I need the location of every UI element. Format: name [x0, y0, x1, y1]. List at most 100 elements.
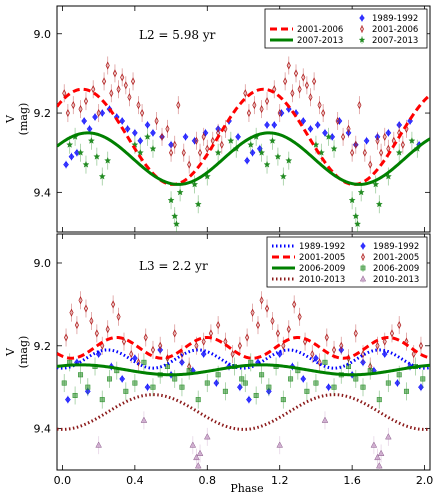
data-point — [304, 81, 309, 90]
data-point — [246, 396, 252, 404]
data-point — [293, 69, 299, 78]
data-point — [264, 304, 270, 313]
data-point — [172, 376, 178, 382]
data-point — [165, 124, 170, 134]
data-point — [283, 77, 288, 86]
data-point — [317, 358, 322, 367]
data-point — [274, 153, 282, 160]
data-point — [411, 349, 416, 359]
data-point — [205, 144, 210, 153]
data-point — [250, 308, 255, 317]
data-point — [239, 376, 245, 382]
data-point — [216, 320, 221, 330]
data-point — [292, 300, 297, 309]
data-point — [193, 453, 200, 461]
data-point — [285, 157, 293, 164]
data-point — [159, 132, 165, 141]
legend-label: 2001-2005 — [299, 253, 345, 263]
data-point — [123, 388, 129, 394]
data-point — [375, 136, 380, 145]
data-point — [300, 117, 307, 125]
data-point — [271, 121, 278, 129]
data-point — [382, 132, 387, 141]
data-point — [157, 346, 164, 354]
data-point — [331, 384, 337, 390]
data-point — [200, 350, 207, 358]
legend: 1989-19922001-20052006-20092010-20131989… — [266, 236, 428, 288]
data-point — [154, 116, 159, 126]
y-tick-label: 9.2 — [34, 107, 52, 120]
data-point — [245, 333, 250, 342]
data-point — [116, 312, 121, 321]
data-point — [264, 97, 270, 106]
data-point — [363, 137, 370, 145]
data-point — [176, 188, 184, 196]
legend-label: 2007-2013 — [297, 36, 343, 46]
legend-label: 2006-2009 — [299, 264, 345, 274]
data-point — [277, 108, 282, 118]
data-point — [396, 372, 402, 378]
data-point — [322, 359, 328, 365]
data-point — [81, 117, 88, 125]
data-point — [377, 449, 385, 456]
x-tick-label: 0.8 — [199, 474, 217, 487]
data-point — [92, 113, 98, 121]
series-2001-2006 — [62, 56, 409, 174]
data-point — [255, 320, 261, 330]
data-point — [99, 397, 105, 403]
data-point — [219, 140, 224, 149]
data-point — [144, 133, 151, 140]
legend-marker — [359, 14, 365, 22]
data-point — [346, 124, 351, 134]
data-point — [281, 341, 286, 350]
data-point — [64, 333, 69, 342]
data-point — [74, 320, 79, 330]
data-point — [83, 97, 89, 106]
data-point — [140, 416, 148, 423]
data-point — [98, 172, 106, 180]
data-point — [243, 89, 248, 98]
x-axis-label: Phase — [230, 482, 263, 495]
legend-label: 2007-2013 — [372, 36, 418, 46]
legend-marker — [360, 242, 366, 250]
data-point — [203, 433, 211, 440]
data-point — [72, 392, 78, 398]
legend-label: 2010-2013 — [373, 275, 419, 285]
data-point — [310, 349, 315, 359]
data-point — [144, 383, 151, 391]
y-tick-label: 9.4 — [34, 186, 52, 199]
data-point — [89, 316, 94, 326]
top-panel: 9.09.29.4V (mag)L2 = 5.98 yr1989-19922001… — [4, 5, 431, 233]
data-point — [385, 380, 391, 386]
data-point — [124, 125, 131, 133]
data-point — [286, 325, 291, 334]
data-point — [249, 149, 256, 157]
data-point — [236, 383, 243, 391]
data-point — [285, 105, 292, 113]
data-point — [237, 341, 242, 350]
data-point — [91, 85, 96, 94]
legend-label: 2010-2013 — [299, 275, 345, 285]
data-point — [129, 349, 134, 359]
data-point — [120, 73, 125, 82]
data-point — [107, 376, 112, 382]
legend-marker — [360, 25, 364, 33]
data-point — [222, 388, 228, 394]
legend: 1989-19922001-20062007-20132001-20062007… — [264, 8, 428, 49]
data-point — [396, 121, 403, 129]
data-point — [68, 153, 75, 161]
data-point — [297, 85, 302, 94]
data-point — [368, 160, 373, 169]
data-point — [112, 69, 117, 78]
data-point — [94, 329, 99, 338]
plot-content — [57, 291, 430, 470]
data-point — [353, 376, 359, 382]
x-tick-label: 1.6 — [343, 474, 361, 487]
data-point — [420, 376, 426, 382]
data-point — [66, 141, 74, 148]
data-point — [141, 359, 147, 365]
data-point — [375, 200, 383, 208]
data-point — [214, 149, 222, 156]
curve-1989-1992 — [57, 348, 430, 370]
